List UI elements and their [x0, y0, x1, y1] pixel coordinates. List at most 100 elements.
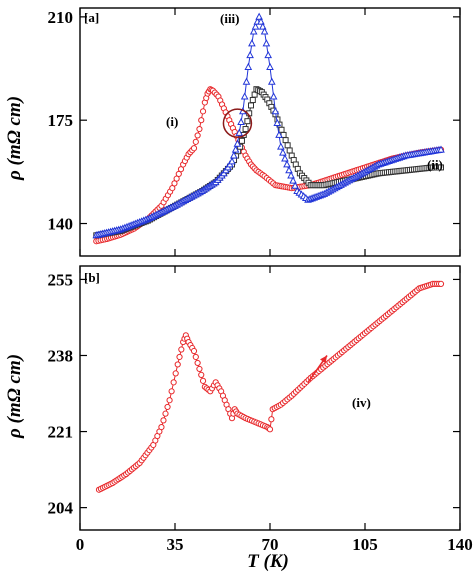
panel-a: 140 175 210: [48, 7, 461, 257]
panel-b-data-point: [158, 423, 165, 431]
panel-b-data-point: [162, 410, 169, 417]
x-tick-label: 105: [352, 535, 378, 554]
direction-arrow-icon: [319, 355, 327, 364]
panel-b-data-point: [196, 365, 203, 373]
annotation-iii: (iii): [220, 11, 240, 26]
panel-b: 0 35 70 105 140 204 221 238 255: [48, 265, 473, 554]
panel-a-data-point: [257, 17, 265, 25]
panel-b-data-point: [174, 361, 181, 368]
panel-a-series-iii: [92, 12, 445, 239]
panel-a-data-point: [194, 132, 201, 139]
panel-a-data-point: [258, 22, 267, 30]
panel-a-data-point: [198, 117, 205, 124]
panel-b-y-tick-label: 255: [48, 270, 74, 289]
panel-a-data-point: [228, 157, 236, 165]
panel-a-y-tick-label: 210: [48, 8, 74, 27]
panel-a-data-point: [248, 102, 254, 109]
panel-a-data-point: [240, 92, 249, 100]
panel-b-data-point: [160, 417, 167, 424]
x-tick-label: 140: [447, 535, 473, 554]
panel-a-frame: [79, 7, 461, 257]
panel-b-y-axis-label: ρ (mΩ cm): [4, 354, 25, 439]
panel-a-data-point: [249, 97, 256, 104]
panel-a-data-point: [273, 118, 282, 127]
panel-a-data-point: [244, 62, 253, 70]
panel-a-data-point: [231, 145, 240, 153]
x-axis-label: T (K): [247, 551, 289, 572]
panel-a-data-point: [255, 12, 263, 20]
panel-a-data-point: [267, 77, 276, 85]
panel-a-series-line-iii: [96, 15, 442, 236]
panel-a-data-point: [275, 130, 283, 138]
panel-a-data-point: [437, 145, 445, 153]
panel-a-label: [a]: [84, 10, 99, 25]
panel-a-data-point: [235, 128, 244, 136]
panel-a-data-point: [262, 39, 271, 47]
panel-a-data-point: [249, 27, 258, 35]
panel-a-data-point: [190, 145, 198, 152]
panel-a-data-point: [281, 154, 289, 162]
panel-a-data-point: [238, 137, 245, 144]
panel-a-y-axis-label: ρ (mΩ cm): [4, 96, 25, 181]
annotation-i: (i): [166, 114, 178, 129]
annotation-iv: (iv): [352, 395, 371, 410]
panel-a-data-point: [286, 147, 293, 154]
panel-a-data-point: [196, 125, 203, 133]
panel-a-data-point: [192, 138, 199, 145]
panel-a-data-point: [251, 22, 260, 30]
panel-a-data-point: [271, 107, 280, 115]
x-tick-label: 35: [167, 535, 184, 554]
panel-a-data-point: [279, 148, 287, 156]
panel-b-data-point: [170, 379, 177, 386]
panel-a-y-tick-label: 140: [48, 215, 74, 234]
panel-a-data-point: [283, 160, 291, 168]
panel-a-data-point: [291, 181, 299, 189]
panel-b-data-point: [164, 403, 171, 411]
panel-b-data-point: [168, 388, 175, 395]
panel-b-data-point: [178, 346, 185, 353]
panel-a-data-point: [289, 176, 297, 184]
panel-a-data-point: [242, 126, 249, 133]
panel-b-data-point: [190, 347, 198, 355]
crossing-circle-marker: [222, 108, 253, 138]
x-tick-label: 0: [76, 535, 85, 554]
panel-b-series-iv: [95, 280, 445, 493]
panel-a-data-point: [237, 143, 244, 150]
panel-a-data-point: [244, 118, 251, 125]
panel-a-data-point: [246, 50, 254, 59]
panel-b-label: [b]: [84, 270, 100, 285]
panel-b-data-point: [198, 371, 205, 378]
panel-a-data-point: [284, 142, 291, 149]
panel-b-data-point: [176, 353, 183, 361]
panel-a-data-point: [199, 108, 207, 115]
panel-b-y-tick-label: 204: [48, 499, 74, 518]
annotation-ii: (ii): [427, 157, 443, 172]
panel-a-data-point: [285, 166, 293, 174]
panel-a-data-point: [242, 77, 251, 85]
panel-b-y-tick-label: 238: [48, 346, 74, 365]
panel-a-data-point: [233, 139, 242, 147]
panel-a-data-point: [269, 92, 278, 100]
panel-a-data-point: [229, 151, 238, 159]
panel-b-data-point: [437, 280, 445, 287]
panel-a-data-point: [438, 164, 444, 171]
panel-a-y-tick-label: 175: [48, 111, 74, 130]
panel-b-data-point: [266, 426, 274, 433]
panel-b-data-point: [268, 416, 275, 423]
panel-a-data-point: [282, 137, 289, 144]
panel-a-data-point: [287, 171, 295, 179]
panel-b-data-point: [166, 397, 173, 404]
panel-b-data-point: [199, 377, 207, 384]
panel-a-data-point: [248, 39, 256, 47]
panel-a-data-point: [264, 50, 273, 59]
panel-b-data-point: [192, 353, 199, 361]
panel-b-data-point: [194, 359, 201, 367]
panel-b-y-tick-label: 221: [48, 423, 74, 442]
panel-b-data-point: [172, 370, 179, 377]
x-tick-label: 70: [262, 535, 279, 554]
panel-a-data-point: [278, 126, 285, 133]
panel-a-data-point: [237, 117, 245, 126]
panel-a-data-point: [277, 142, 285, 150]
panel-a-data-point: [266, 62, 274, 70]
